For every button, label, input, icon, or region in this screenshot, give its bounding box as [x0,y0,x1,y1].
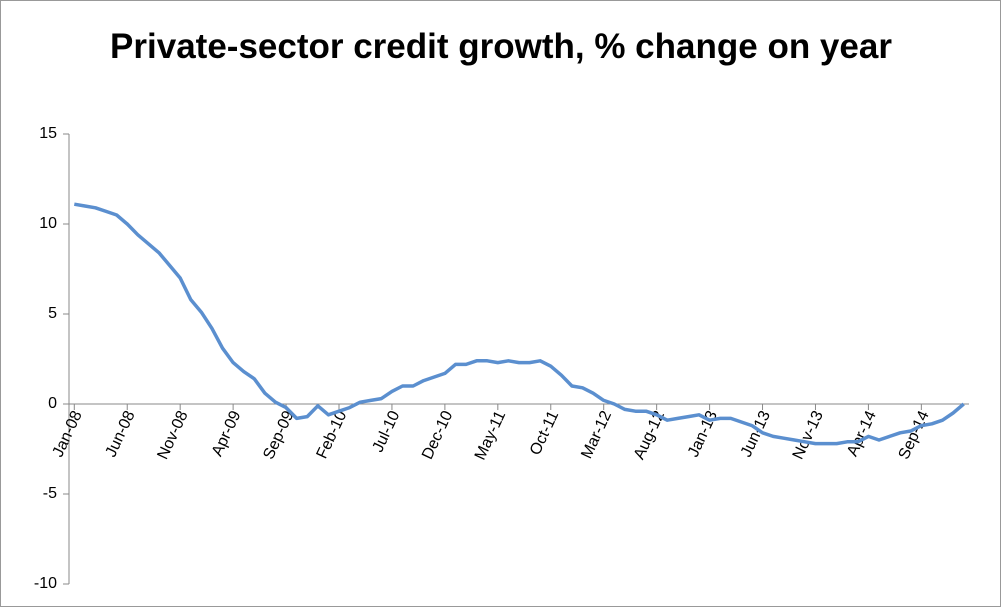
chart-title: Private-sector credit growth, % change o… [110,27,892,66]
x-tick-label: Nov-13 [790,408,827,462]
x-tick-label: Nov-08 [154,408,191,462]
y-tick-label: 15 [39,125,57,142]
line-series [74,202,965,446]
x-tick-label: Apr-09 [209,408,245,459]
x-tick-label: Feb-10 [314,408,351,461]
x-tick-label: Dec-10 [419,408,456,462]
x-tick-label: Jun-08 [103,408,139,460]
x-tick-label: Apr-14 [844,408,880,459]
x-tick-label: Sep-14 [896,408,933,462]
y-tick-label: 0 [48,395,57,412]
y-tick-label: -5 [43,485,57,502]
x-tick-label: Jan-08 [50,408,86,460]
y-tick-label: 10 [39,215,57,232]
x-tick-label: Oct-11 [527,408,562,458]
y-tick-label: -10 [34,575,57,592]
x-tick-label: Mar-12 [578,408,615,461]
y-tick-label: 5 [48,305,57,322]
x-tick-label: Jul-10 [370,408,404,455]
x-tick-label: Sep-09 [260,408,297,462]
x-tick-label: May-11 [472,408,510,463]
